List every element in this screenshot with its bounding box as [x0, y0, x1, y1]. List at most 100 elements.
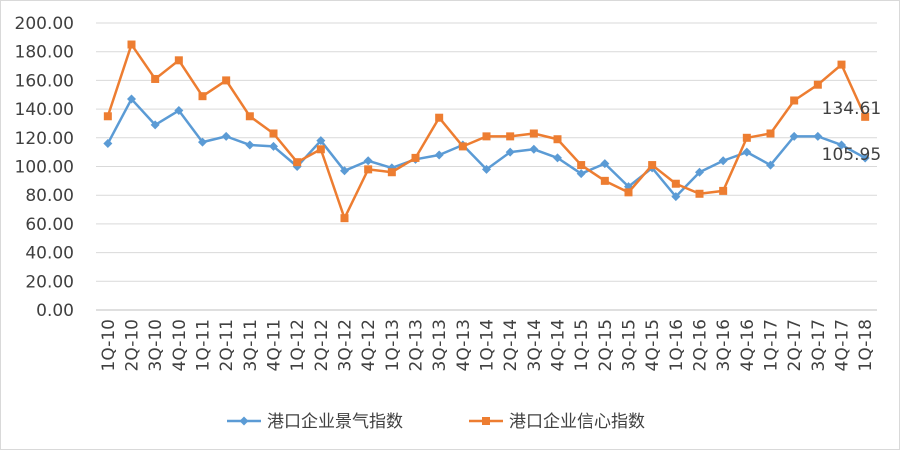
x-tick-label: 4Q-12 — [359, 319, 379, 371]
x-tick-label: 3Q-17 — [809, 319, 829, 371]
data-point — [766, 129, 775, 138]
x-tick-label: 3Q-12 — [336, 319, 356, 371]
data-point — [742, 147, 752, 157]
x-tick-label: 4Q-11 — [265, 319, 285, 371]
x-tick-label: 4Q-15 — [643, 319, 663, 371]
data-point — [151, 74, 160, 83]
y-tick-label: 80.00 — [25, 186, 74, 206]
legend-label: 港口企业景气指数 — [267, 412, 403, 432]
legend: 港口企业景气指数 港口企业信心指数 — [227, 412, 645, 432]
legend-marker — [482, 417, 490, 425]
data-point — [648, 161, 657, 170]
data-point — [127, 40, 136, 49]
data-point — [742, 133, 751, 142]
y-tick-label: 140.00 — [15, 100, 74, 120]
data-point — [245, 112, 254, 121]
x-tick-label: 3Q-16 — [714, 319, 734, 371]
x-tick-label: 4Q-10 — [170, 319, 190, 371]
data-point — [174, 106, 184, 116]
x-tick-label: 4Q-13 — [454, 319, 474, 371]
data-point — [529, 129, 538, 138]
data-point — [482, 132, 491, 141]
data-point — [861, 112, 870, 121]
data-point — [600, 159, 610, 169]
data-point — [790, 96, 799, 105]
series-line-0 — [106, 97, 866, 198]
x-tick-label: 4Q-17 — [833, 319, 853, 371]
data-point — [718, 156, 728, 166]
x-tick-label: 3Q-13 — [430, 319, 450, 371]
gridlines — [96, 22, 877, 282]
series-line-1 — [106, 43, 867, 220]
data-point — [789, 131, 799, 141]
data-point — [671, 179, 680, 188]
x-tick-label: 1Q-13 — [383, 319, 403, 371]
data-point — [482, 164, 491, 174]
x-tick-label: 2Q-12 — [312, 319, 332, 371]
x-tick-label: 3Q-14 — [525, 319, 545, 371]
x-tick-label: 2Q-15 — [596, 319, 616, 371]
x-tick-label: 1Q-10 — [99, 319, 119, 371]
data-point — [340, 214, 349, 223]
data-point — [245, 140, 255, 150]
data-point — [671, 192, 681, 202]
x-tick-label: 1Q-15 — [572, 319, 592, 371]
data-point — [387, 168, 396, 177]
x-tick-label: 1Q-18 — [856, 319, 876, 371]
data-point — [198, 92, 207, 101]
y-tick-label: 160.00 — [15, 71, 74, 91]
data-point — [529, 144, 539, 154]
x-tick-label: 1Q-16 — [667, 319, 687, 371]
x-tick-label: 2Q-16 — [691, 319, 711, 371]
data-point — [719, 186, 728, 195]
data-point — [695, 189, 704, 198]
data-point — [458, 142, 467, 151]
x-tick-label: 3Q-15 — [620, 319, 640, 371]
x-tick-label: 4Q-14 — [549, 319, 569, 371]
data-point — [221, 131, 231, 141]
y-tick-label: 120.00 — [15, 129, 74, 149]
y-tick-label: 60.00 — [25, 215, 74, 235]
data-point — [553, 153, 562, 163]
data-point — [576, 169, 586, 179]
y-tick-label: 40.00 — [25, 244, 74, 264]
x-axis-ticks: 1Q-10 2Q-10 3Q-10 4Q-10 1Q-11 2Q-11 3Q-11 4Q-11… — [99, 319, 876, 371]
data-point — [766, 160, 775, 170]
data-point — [434, 150, 444, 160]
x-tick-label: 2Q-17 — [785, 319, 805, 371]
data-point — [363, 156, 373, 166]
data-point — [553, 135, 562, 144]
series-group — [103, 40, 870, 223]
y-axis-ticks: 0.00 20.00 40.00 60.00 80.00 100.00 120.00 140.… — [15, 14, 74, 321]
y-tick-label: 100.00 — [15, 158, 74, 178]
data-point — [198, 137, 207, 147]
data-point — [103, 139, 113, 149]
data-point — [435, 113, 444, 122]
data-point — [269, 129, 278, 138]
x-tick-label: 1Q-11 — [194, 319, 214, 371]
data-point — [174, 56, 183, 65]
data-point — [293, 158, 302, 167]
y-tick-label: 0.00 — [36, 301, 74, 321]
data-point — [695, 167, 704, 177]
x-tick-label: 2Q-13 — [407, 319, 427, 371]
data-point — [269, 141, 278, 151]
legend-label: 港口企业信心指数 — [509, 412, 645, 432]
data-point — [837, 60, 846, 69]
x-tick-label: 1Q-17 — [762, 319, 782, 371]
data-point — [600, 176, 609, 185]
data-point — [127, 94, 136, 104]
x-tick-label: 3Q-10 — [146, 319, 166, 371]
data-point — [813, 80, 822, 89]
data-labels: 105.95 134.61 — [822, 99, 881, 165]
data-point — [624, 188, 633, 197]
y-tick-label: 180.00 — [15, 43, 74, 63]
x-tick-label: 2Q-14 — [501, 319, 521, 371]
end-data-label: 134.61 — [822, 99, 881, 119]
x-tick-label: 1Q-14 — [478, 319, 498, 371]
x-tick-label: 2Q-11 — [217, 319, 237, 371]
data-point — [150, 120, 160, 130]
data-point — [505, 147, 515, 157]
